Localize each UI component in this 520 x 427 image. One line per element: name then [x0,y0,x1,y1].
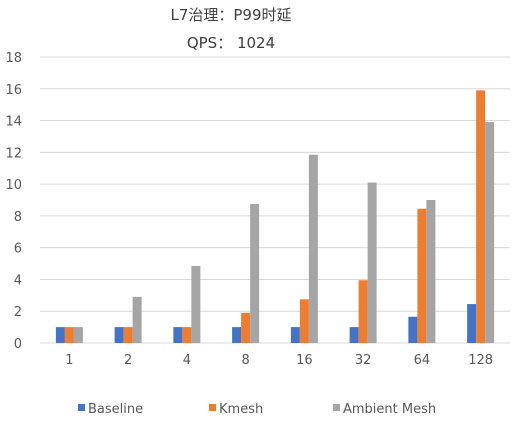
legend-swatch [78,404,85,411]
chart-subtitle: QPS： 1024 [187,34,275,52]
bar-ambient-mesh [308,154,318,343]
y-tick-label: 6 [14,242,22,257]
x-axis-ticks: 1 2 4 8 16 32 64 128 [65,353,493,368]
gridlines [40,56,510,344]
bar-ambient-mesh [426,200,436,343]
y-tick-label: 8 [14,210,22,225]
legend-label: Kmesh [219,402,263,417]
x-tick-label: 4 [183,353,191,368]
y-tick-label: 10 [5,178,22,193]
bar-ambient-mesh [191,265,201,343]
x-tick-label: 128 [468,353,493,368]
x-tick-label: 1 [65,353,73,368]
bar-kmesh [182,327,192,343]
bar-kmesh [417,208,427,343]
y-tick-label: 12 [5,146,22,161]
bar-ambient-mesh [250,203,260,343]
bar-baseline [349,327,359,343]
bar-baseline [114,327,124,343]
bar-ambient-mesh [485,122,495,344]
bar-ambient-mesh [132,296,142,343]
chart-title: L7治理：P99时延 [170,6,291,24]
bar-kmesh [64,327,74,343]
legend-swatch [333,404,340,411]
bar-kmesh [358,280,368,343]
y-tick-label: 16 [5,83,22,98]
legend-swatch [209,404,216,411]
bar-baseline [232,327,242,343]
bar-baseline [55,327,65,343]
bar-baseline [408,316,418,343]
bar-baseline [290,327,300,343]
x-tick-label: 32 [355,353,372,368]
y-tick-label: 2 [14,305,22,320]
legend-label: Ambient Mesh [343,402,436,417]
legend-label: Baseline [88,402,143,417]
y-tick-label: 14 [5,115,22,130]
y-tick-label: 4 [14,273,22,288]
x-tick-label: 8 [241,353,249,368]
x-tick-label: 16 [296,353,313,368]
bars [55,90,495,344]
bar-baseline [173,327,183,343]
y-tick-label: 0 [14,337,22,352]
bar-baseline [467,304,477,343]
x-tick-label: 2 [124,353,132,368]
x-tick-label: 64 [414,353,431,368]
legend: Baseline Kmesh Ambient Mesh [78,402,436,417]
bar-ambient-mesh [367,182,377,343]
bar-kmesh [476,90,486,343]
bar-kmesh [123,327,133,343]
y-axis-ticks: 0 2 4 6 8 10 12 14 16 18 [5,51,22,352]
bar-kmesh [299,299,309,343]
bar-kmesh [241,312,251,343]
bar-ambient-mesh [73,327,83,343]
y-tick-label: 18 [5,51,22,66]
